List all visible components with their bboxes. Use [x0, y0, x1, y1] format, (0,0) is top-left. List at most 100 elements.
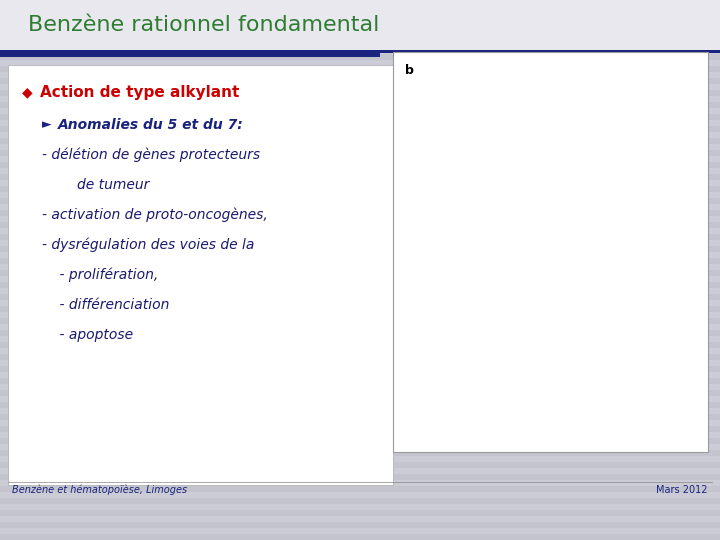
Bar [0, 138, 720, 144]
Bar [0, 324, 720, 330]
Bar [0, 426, 720, 432]
Text: - délétion de gènes protecteurs: - délétion de gènes protecteurs [42, 148, 260, 162]
Bar [0, 390, 720, 396]
Text: - différenciation: - différenciation [42, 298, 169, 312]
Bar [0, 168, 720, 174]
Bar [0, 180, 720, 186]
Bar [0, 90, 720, 96]
Bar [0, 204, 720, 210]
Bar [0, 486, 720, 492]
Bar [0, 52, 380, 57]
Bar [0, 396, 720, 402]
Bar [0, 408, 720, 414]
Bar [0, 432, 720, 438]
Bar [0, 504, 720, 510]
Bar [0, 30, 720, 36]
Bar [0, 348, 720, 354]
Bar [0, 120, 720, 126]
Bar [0, 216, 720, 222]
Bar [0, 144, 720, 150]
Text: - dysrégulation des voies de la: - dysrégulation des voies de la [42, 238, 254, 252]
Bar [0, 84, 720, 90]
Bar [0, 150, 720, 156]
Bar [0, 50, 720, 53]
Bar [0, 48, 720, 54]
Bar [0, 198, 720, 204]
Bar [0, 342, 720, 348]
Bar [0, 6, 720, 12]
Bar [0, 78, 720, 84]
Bar [0, 522, 720, 528]
Bar [0, 174, 720, 180]
Text: b: b [405, 64, 414, 77]
Bar [0, 96, 720, 102]
Bar [0, 252, 720, 258]
Bar [0, 210, 720, 216]
Text: ►: ► [42, 118, 52, 132]
Bar [0, 294, 720, 300]
Bar [0, 312, 720, 318]
Bar [0, 60, 720, 66]
Bar [0, 72, 720, 78]
Bar [0, 108, 720, 114]
Bar [0, 534, 720, 540]
Bar [0, 366, 720, 372]
Text: de tumeur: de tumeur [42, 178, 149, 192]
Bar [0, 474, 720, 480]
Bar [0, 186, 720, 192]
Bar [0, 438, 720, 444]
Bar [0, 456, 720, 462]
Text: Benzène et hématopoïèse, Limoges: Benzène et hématopoïèse, Limoges [12, 485, 187, 495]
Bar [0, 306, 720, 312]
Bar [0, 0, 720, 50]
Bar [0, 300, 720, 306]
Bar [0, 18, 720, 24]
Text: Action de type alkylant: Action de type alkylant [40, 84, 239, 99]
Bar [0, 192, 720, 198]
Bar [0, 42, 720, 48]
Bar [0, 360, 720, 366]
Text: - prolifération,: - prolifération, [42, 268, 158, 282]
Bar [0, 498, 720, 504]
Bar [0, 222, 720, 228]
Bar [0, 414, 720, 420]
Bar [0, 246, 720, 252]
FancyBboxPatch shape [393, 52, 708, 452]
Bar [0, 516, 720, 522]
Text: - apoptose: - apoptose [42, 328, 133, 342]
Bar [0, 402, 720, 408]
Bar [0, 420, 720, 426]
Bar [0, 228, 720, 234]
Bar [0, 510, 720, 516]
FancyBboxPatch shape [8, 65, 393, 485]
Text: Anomalies du 5 et du 7:: Anomalies du 5 et du 7: [58, 118, 244, 132]
Text: - activation de proto-oncogènes,: - activation de proto-oncogènes, [42, 208, 268, 222]
Bar [0, 156, 720, 162]
Bar [0, 354, 720, 360]
Bar [0, 264, 720, 270]
Bar [0, 132, 720, 138]
Bar [0, 378, 720, 384]
Bar [0, 528, 720, 534]
Bar [0, 450, 720, 456]
Bar [0, 234, 720, 240]
Bar [0, 336, 720, 342]
Bar [0, 36, 720, 42]
Text: Benzène rationnel fondamental: Benzène rationnel fondamental [28, 15, 379, 35]
Bar [0, 282, 720, 288]
Bar [0, 12, 720, 18]
Text: Mars 2012: Mars 2012 [657, 485, 708, 495]
Bar [0, 318, 720, 324]
Bar [0, 126, 720, 132]
Text: ◆: ◆ [22, 85, 32, 99]
Bar [0, 66, 720, 72]
Bar [0, 468, 720, 474]
Bar [0, 372, 720, 378]
Bar [0, 270, 720, 276]
Bar [0, 54, 720, 60]
Bar [0, 384, 720, 390]
Bar [0, 114, 720, 120]
Bar [0, 0, 720, 6]
Bar [0, 162, 720, 168]
Bar [0, 288, 720, 294]
